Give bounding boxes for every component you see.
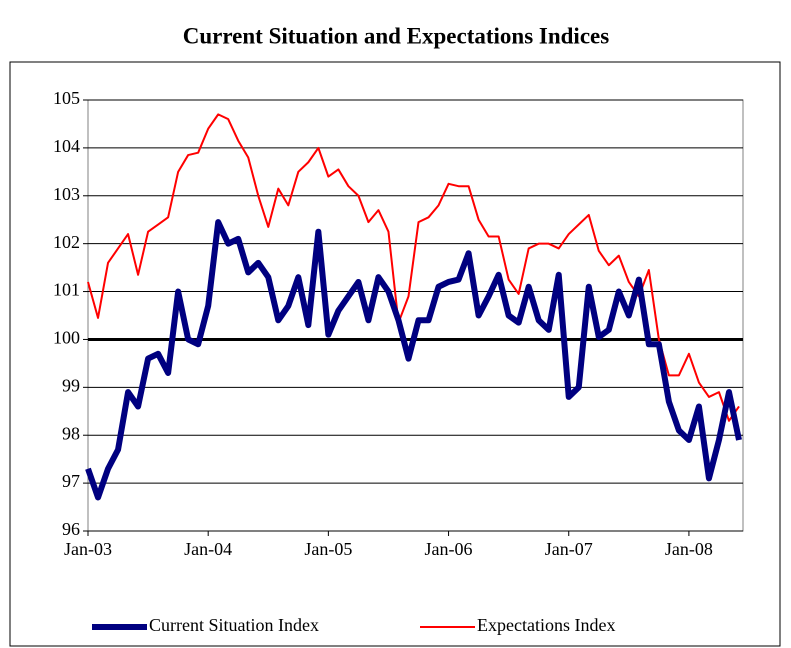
chart-frame bbox=[9, 61, 781, 647]
legend-label: Expectations Index bbox=[477, 615, 615, 635]
y-tick-label: 100 bbox=[53, 328, 80, 348]
series-line bbox=[85, 219, 742, 501]
x-tick-label: Jan-07 bbox=[545, 539, 593, 559]
y-tick-label: 99 bbox=[62, 375, 80, 395]
x-tick-label: Jan-05 bbox=[304, 539, 352, 559]
y-tick-label: 98 bbox=[62, 423, 80, 443]
y-tick-label: 97 bbox=[62, 471, 80, 491]
y-tick-label: 105 bbox=[53, 88, 80, 108]
y-tick-label: 104 bbox=[53, 136, 80, 156]
y-tick-label: 103 bbox=[53, 184, 80, 204]
legend-label: Current Situation Index bbox=[149, 615, 319, 635]
chart-title: Current Situation and Expectations Indic… bbox=[183, 23, 609, 48]
x-tick-label: Jan-06 bbox=[425, 539, 473, 559]
y-tick-label: 96 bbox=[62, 519, 80, 539]
x-tick-label: Jan-03 bbox=[64, 539, 112, 559]
x-tick-label: Jan-04 bbox=[184, 539, 232, 559]
series-line bbox=[87, 113, 740, 422]
x-tick-label: Jan-08 bbox=[665, 539, 713, 559]
y-tick-label: 102 bbox=[53, 232, 80, 252]
y-tick-label: 101 bbox=[53, 280, 80, 300]
